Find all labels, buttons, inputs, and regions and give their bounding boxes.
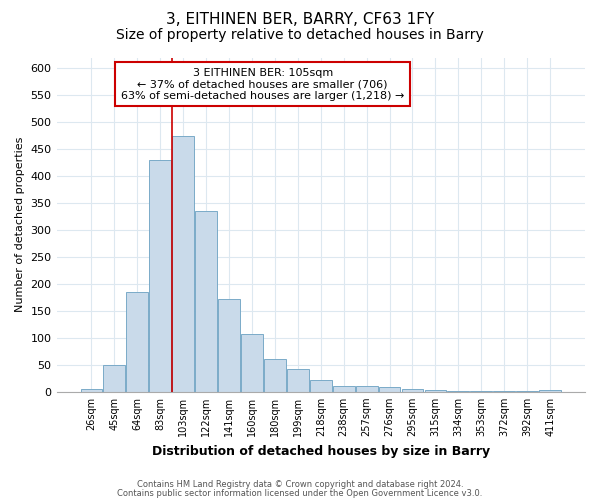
Bar [241, 334, 263, 392]
Bar [264, 360, 286, 392]
Text: Contains HM Land Registry data © Crown copyright and database right 2024.: Contains HM Land Registry data © Crown c… [137, 480, 463, 489]
Text: 3, EITHINEN BER, BARRY, CF63 1FY: 3, EITHINEN BER, BARRY, CF63 1FY [166, 12, 434, 28]
Bar [539, 390, 561, 392]
Bar [516, 390, 538, 392]
Bar [195, 211, 217, 392]
Bar [149, 160, 171, 392]
Text: Contains public sector information licensed under the Open Government Licence v3: Contains public sector information licen… [118, 488, 482, 498]
Bar [379, 388, 400, 392]
Bar [470, 390, 492, 392]
Bar [356, 386, 377, 392]
Bar [218, 299, 240, 392]
Bar [103, 365, 125, 392]
Bar [493, 390, 515, 392]
Bar [127, 292, 148, 392]
Bar [80, 389, 103, 392]
Bar [172, 136, 194, 392]
Bar [448, 390, 469, 392]
Bar [333, 386, 355, 392]
Bar [401, 389, 424, 392]
Bar [425, 390, 446, 392]
Text: 3 EITHINEN BER: 105sqm
← 37% of detached houses are smaller (706)
63% of semi-de: 3 EITHINEN BER: 105sqm ← 37% of detached… [121, 68, 404, 100]
Bar [310, 380, 332, 392]
X-axis label: Distribution of detached houses by size in Barry: Distribution of detached houses by size … [152, 444, 490, 458]
Bar [287, 368, 309, 392]
Text: Size of property relative to detached houses in Barry: Size of property relative to detached ho… [116, 28, 484, 42]
Y-axis label: Number of detached properties: Number of detached properties [15, 137, 25, 312]
